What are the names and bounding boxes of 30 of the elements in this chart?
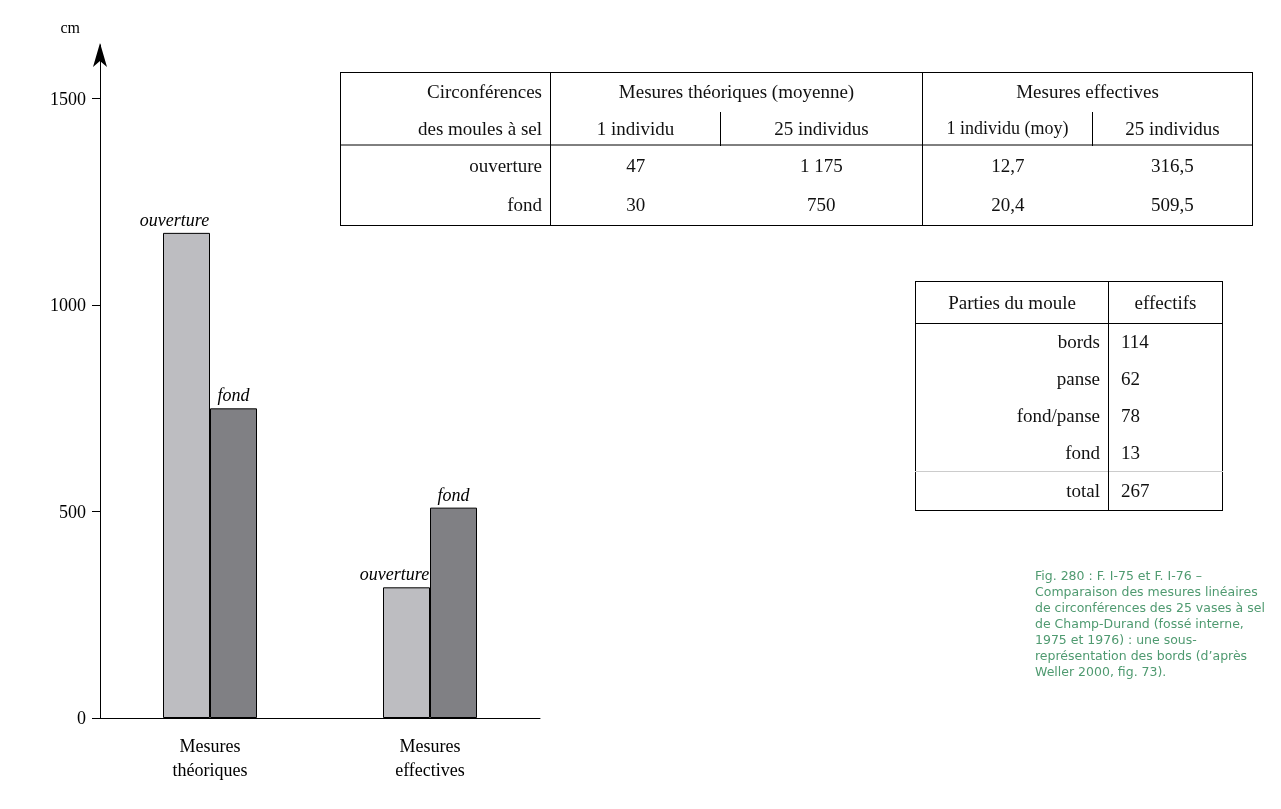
text: 25 individus — [774, 117, 869, 139]
annotation: fond — [340, 185, 551, 226]
text: 1 175 — [799, 154, 843, 176]
table: Parties du moule effectifs bords 114 panse 62 fond/panse 78 fond 13 total 267 — [915, 281, 1223, 511]
annotation: Circonférences — [340, 72, 551, 112]
text: Mesures théoriques (moyenne) — [618, 81, 855, 103]
text: 316,5 — [1150, 154, 1194, 176]
series-label: fond — [217, 385, 251, 406]
text: 12,7 — [991, 154, 1025, 176]
text: 509,5 — [1150, 194, 1194, 216]
text: 1 individu (moy) — [946, 118, 1069, 138]
y-tick-label: 0 — [77, 708, 86, 728]
caption: Fig. 280 : F. I-75 et F. I-76 – Comparaison des mesures linéaires de circonférences des 25 vases à sel de Champ-Durand (fossé interne, 1975 et 1976) : une sous-représentation des bords (d’après Weller 2000, fig. 73). — [1035, 568, 1266, 680]
text: 30 — [626, 194, 646, 216]
text: 750 — [807, 194, 836, 216]
text: 1 individu — [596, 117, 675, 139]
y-axis-title: cm — [60, 18, 81, 36]
y-tick-label: 1000 — [50, 295, 86, 316]
x-tick-label: Mesures théoriques — [172, 736, 248, 780]
y-tick-label: 1500 — [50, 88, 86, 109]
text: ouverture — [359, 564, 430, 585]
y-tick-label: 500 — [59, 501, 86, 522]
text: 20,4 — [991, 194, 1025, 216]
annotation: des moules à sel — [340, 111, 551, 146]
text: 47 — [626, 154, 646, 176]
text: fond — [437, 484, 470, 505]
text: Mesures effectives — [1016, 81, 1159, 103]
series-label: ouverture — [139, 209, 210, 230]
text: 25 individus — [1125, 117, 1220, 139]
annotation: ouverture — [340, 145, 551, 186]
